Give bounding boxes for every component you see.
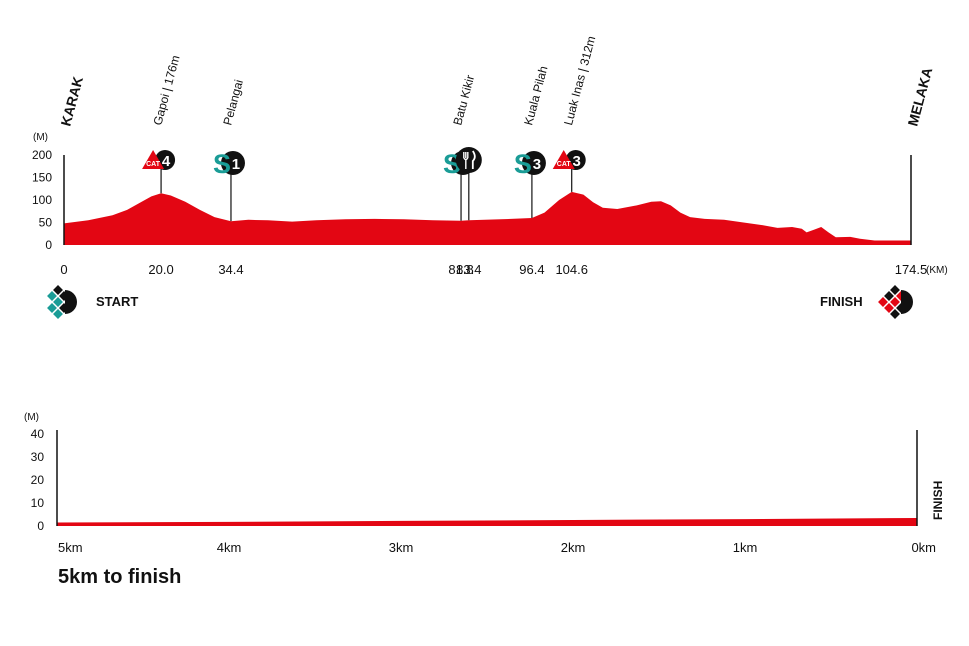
x-axis-unit-label: (KM)	[926, 265, 948, 276]
feed-zone-circle	[455, 147, 482, 173]
x-tick-label: 174.5	[895, 262, 928, 277]
y-tick-label: 30	[31, 450, 45, 464]
sprint-number: 3	[533, 156, 541, 173]
finish-legend: FINISH	[820, 285, 913, 319]
fork-knife-icon	[463, 150, 476, 169]
x-tick-label: 3km	[389, 540, 414, 555]
climb-category-number: 3	[573, 153, 581, 170]
elevation-area	[64, 191, 911, 245]
finish-diamond	[890, 297, 900, 307]
y-tick-label: 50	[39, 216, 53, 230]
climb-triangle-icon	[142, 150, 165, 169]
finish-diamond	[884, 303, 894, 313]
y-tick-label: 0	[37, 519, 44, 533]
start-town-label: KARAK	[57, 75, 86, 128]
y-axis-unit-label: (M)	[24, 412, 39, 423]
sprint-label: Pelangai	[220, 78, 246, 127]
x-tick-label: 1km	[733, 540, 758, 555]
x-tick-label: 2km	[561, 540, 586, 555]
sprint-letter: S	[213, 149, 231, 179]
climb-label: Luak Inas | 312m	[561, 34, 598, 126]
finish-diamond	[884, 291, 894, 301]
y-axis-unit-label: (M)	[33, 132, 48, 143]
x-tick-label: 0	[60, 262, 67, 277]
y-tick-label: 0	[45, 238, 52, 252]
start-diamond	[53, 309, 63, 319]
start-diamond	[53, 285, 63, 295]
climb-cat-prefix: CAT	[146, 161, 161, 168]
chart-title: 5km to finish	[58, 566, 181, 588]
finish-diamond	[878, 297, 888, 307]
x-tick-label: 96.4	[519, 262, 544, 277]
finish-diamond	[890, 285, 900, 295]
start-diamond	[53, 297, 63, 307]
y-tick-label: 20	[31, 473, 45, 487]
knife-shape	[471, 150, 476, 169]
y-tick-label: 200	[32, 148, 52, 162]
x-tick-label: 20.0	[148, 262, 173, 277]
start-diamond	[47, 303, 57, 313]
climb-label: Gapoi | 176m	[150, 54, 182, 127]
finish-label: FINISH	[931, 481, 945, 520]
x-tick-label: 83.4	[456, 262, 481, 277]
y-tick-label: 10	[31, 496, 45, 510]
finish-half-circle-icon	[901, 290, 913, 314]
sprint-number: 1	[232, 156, 240, 173]
fork-shape	[463, 152, 469, 169]
sprint-letter: S	[514, 149, 532, 179]
y-tick-label: 40	[31, 427, 45, 441]
elevation-area	[57, 518, 917, 526]
sprint-label: Kuala Pilah	[521, 65, 550, 127]
sprint-circle	[521, 151, 546, 175]
start-legend: START	[47, 285, 138, 319]
finish-diamond	[890, 309, 900, 319]
x-tick-label: 81.8	[448, 262, 473, 277]
x-tick-label: 104.6	[555, 262, 588, 277]
start-half-circle-icon	[65, 290, 77, 314]
climb-triangle-icon	[552, 150, 575, 169]
start-diamond	[47, 291, 57, 301]
x-tick-label: 5km	[58, 540, 83, 555]
x-tick-label: 34.4	[218, 262, 243, 277]
sprint-label: Batu Kikir	[450, 74, 477, 127]
finish-town-label: MELAKA	[904, 66, 935, 128]
x-tick-label: 4km	[217, 540, 242, 555]
start-text: START	[96, 294, 138, 309]
climb-cat-prefix: CAT	[557, 161, 572, 168]
sprint-circle	[220, 151, 245, 175]
y-tick-label: 100	[32, 193, 52, 207]
x-tick-label: 0km	[911, 540, 936, 555]
main-elevation-profile: (M) 200 150 100 50 0 KARAK MELAKA 0 20.0 34.4 81.88…	[32, 34, 948, 319]
climb-category-number: 4	[162, 153, 171, 170]
final-5km-profile: (M) 40 30 20 10 0 5km 4km 3km 2km 1km 0km FINISH 5km …	[24, 412, 945, 588]
y-tick-label: 150	[32, 171, 52, 185]
finish-text: FINISH	[820, 294, 863, 309]
